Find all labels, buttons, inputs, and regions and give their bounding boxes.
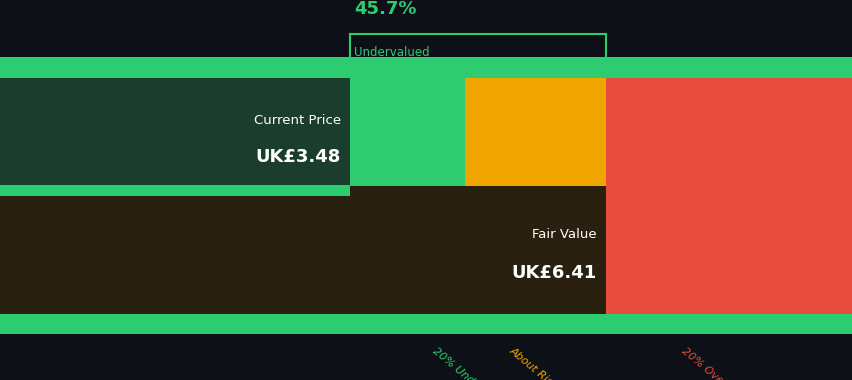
Text: Fair Value: Fair Value: [532, 228, 596, 241]
Bar: [0, 186, 605, 314]
Bar: [0, 57, 349, 190]
Text: Current Price: Current Price: [254, 114, 341, 127]
Text: 45.7%: 45.7%: [354, 0, 416, 18]
Text: UK£6.41: UK£6.41: [511, 264, 596, 282]
Text: 20% Overvalued: 20% Overvalued: [679, 346, 757, 380]
Bar: [0, 185, 349, 196]
Bar: [605, 57, 852, 334]
Text: About Right: About Right: [506, 346, 563, 380]
Bar: [464, 57, 605, 334]
Text: 20% Undervalued: 20% Undervalued: [430, 346, 513, 380]
Bar: [0, 314, 852, 334]
Text: UK£3.48: UK£3.48: [256, 148, 341, 166]
Bar: [0, 57, 852, 78]
Text: Undervalued: Undervalued: [354, 46, 429, 59]
Bar: [0, 57, 464, 334]
